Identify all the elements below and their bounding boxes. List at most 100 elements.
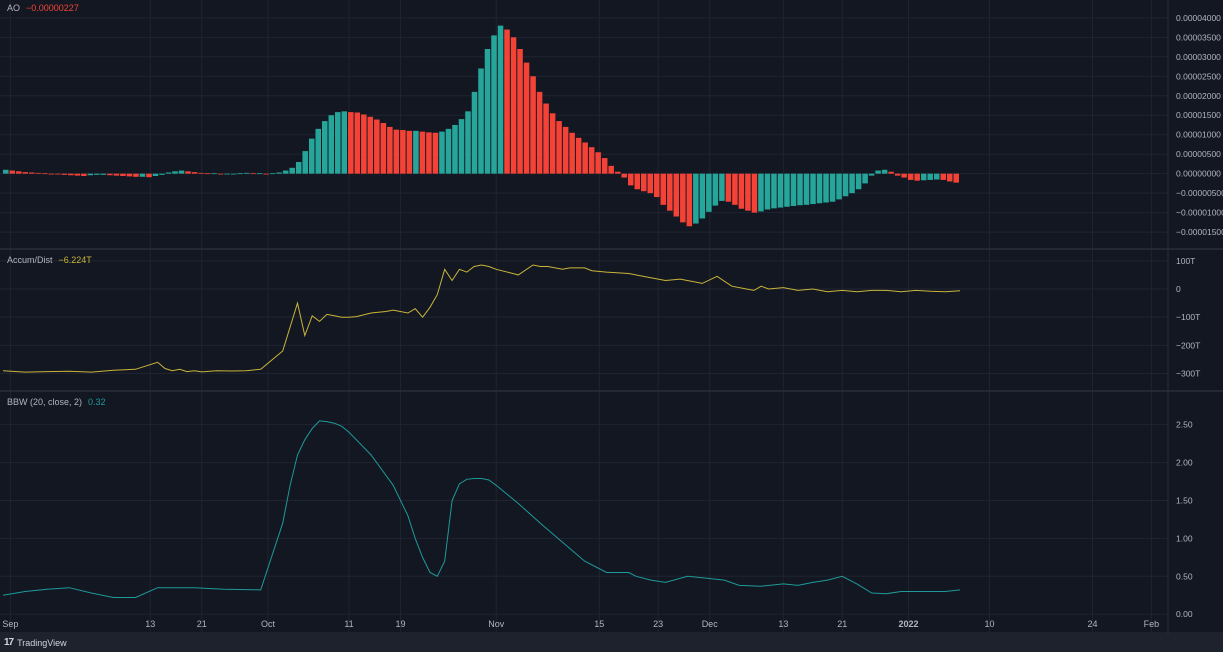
accum-dist-legend-title: Accum/Dist bbox=[7, 255, 53, 265]
ao-bar bbox=[308, 138, 315, 174]
ao-bar bbox=[74, 173, 81, 176]
price-scale[interactable]: 0.00004000 0.00003500 0.00003000 0.00002500… bbox=[1176, 13, 1223, 619]
ao-bar bbox=[380, 123, 387, 174]
ao-bar bbox=[614, 171, 621, 174]
x-tick-label: 24 bbox=[1087, 619, 1097, 629]
ao-legend-title: AO bbox=[7, 3, 21, 13]
ao-bar bbox=[556, 121, 562, 174]
ao-bar bbox=[465, 111, 471, 174]
bbw-legend[interactable]: BBW (20, close, 2) 0.32 bbox=[7, 397, 106, 407]
ao-bar bbox=[641, 173, 647, 192]
ao-bar bbox=[237, 173, 243, 175]
ao-bar bbox=[35, 172, 42, 174]
x-tick-label: Feb bbox=[1144, 619, 1160, 629]
ao-bar bbox=[784, 173, 790, 207]
y-tick-label: 1.00 bbox=[1176, 533, 1193, 543]
ao-bar bbox=[328, 115, 335, 174]
ao-bar bbox=[302, 151, 308, 174]
y-tick-label: −0.00000500 bbox=[1176, 188, 1223, 198]
ao-bar bbox=[87, 173, 94, 176]
ao-bar bbox=[22, 172, 29, 174]
ao-bar bbox=[426, 132, 432, 174]
ao-bar bbox=[627, 173, 634, 186]
ao-bar bbox=[159, 173, 165, 175]
ao-bar bbox=[725, 173, 732, 202]
accum-dist-series bbox=[2, 264, 961, 373]
ao-bar bbox=[693, 173, 699, 224]
ao-bar bbox=[361, 114, 367, 174]
ao-bar bbox=[582, 142, 588, 174]
y-tick-label: −100T bbox=[1176, 312, 1200, 322]
ao-bar bbox=[868, 173, 875, 176]
ao-bar bbox=[491, 35, 497, 174]
ao-bar bbox=[712, 173, 719, 206]
ao-bar bbox=[699, 173, 706, 219]
ao-bar bbox=[914, 173, 920, 181]
ao-bar bbox=[185, 171, 191, 174]
y-tick-label: 2.50 bbox=[1176, 420, 1193, 430]
ao-bar bbox=[256, 173, 263, 175]
ao-bar bbox=[452, 124, 458, 174]
chart-canvas[interactable]: 0.00004000 0.00003500 0.00003000 0.00002500… bbox=[0, 0, 1223, 634]
ao-legend-value: −0.00000227 bbox=[26, 3, 79, 13]
pane-separators[interactable] bbox=[0, 0, 1223, 634]
ao-bar bbox=[198, 172, 204, 174]
x-tick-label: 10 bbox=[984, 619, 994, 629]
time-scale[interactable]: Sep 13 21 Oct 11 19 Nov 15 23 Dec 13 21 2022 10 24 Feb bbox=[2, 619, 1159, 629]
ao-bar bbox=[250, 173, 256, 175]
y-tick-label: 2.00 bbox=[1176, 458, 1193, 468]
x-tick-label: 13 bbox=[778, 619, 788, 629]
tradingview-brand[interactable]: 17 TradingView bbox=[4, 637, 67, 648]
ao-bar bbox=[875, 170, 881, 174]
ao-bar bbox=[68, 173, 74, 176]
ao-bar bbox=[823, 173, 829, 203]
y-tick-label: 0.00 bbox=[1176, 609, 1193, 619]
ao-bar bbox=[282, 170, 289, 174]
x-tick-label: Oct bbox=[261, 619, 276, 629]
ao-bar bbox=[3, 169, 9, 174]
y-tick-label: 0.50 bbox=[1176, 571, 1193, 581]
ao-bar bbox=[686, 173, 693, 227]
ao-bar bbox=[777, 173, 784, 208]
y-tick-label: 0.00003000 bbox=[1176, 52, 1221, 62]
accum-dist-legend-value: −6.224T bbox=[58, 255, 92, 265]
y-tick-label: −200T bbox=[1176, 340, 1200, 350]
y-tick-label: 0.00002500 bbox=[1176, 71, 1221, 81]
ao-bar bbox=[803, 173, 810, 205]
ao-bar bbox=[764, 173, 771, 210]
ao-bar bbox=[790, 173, 797, 207]
ao-bar bbox=[16, 171, 22, 174]
tradingview-logo-icon: 17 bbox=[4, 637, 14, 648]
y-tick-label: 0.00001500 bbox=[1176, 110, 1221, 120]
ao-bar bbox=[706, 173, 712, 212]
ao-bar bbox=[139, 173, 146, 177]
y-tick-label: 0.00001000 bbox=[1176, 130, 1221, 140]
ao-bar bbox=[523, 62, 530, 174]
ao-legend[interactable]: AO −0.00000227 bbox=[7, 3, 79, 13]
x-tick-label: 21 bbox=[837, 619, 847, 629]
ao-bar bbox=[530, 76, 536, 174]
footer-bar: 17 TradingView bbox=[0, 634, 1223, 652]
ao-bar bbox=[165, 172, 172, 174]
ao-bar bbox=[276, 172, 282, 174]
ao-bar bbox=[510, 37, 517, 174]
y-tick-label: 0.00000500 bbox=[1176, 149, 1221, 159]
ao-bar bbox=[738, 173, 745, 209]
ao-bar bbox=[862, 173, 868, 184]
x-tick-label: 13 bbox=[145, 619, 155, 629]
ao-bar bbox=[588, 147, 595, 174]
accum-dist-legend[interactable]: Accum/Dist −6.224T bbox=[7, 255, 92, 265]
y-tick-label: −0.00001000 bbox=[1176, 208, 1223, 218]
ao-bar bbox=[797, 173, 803, 206]
ao-histogram bbox=[3, 25, 959, 227]
ao-bar bbox=[667, 173, 673, 211]
ao-bar bbox=[113, 173, 120, 176]
ao-bar bbox=[933, 173, 940, 180]
ao-bar bbox=[191, 172, 198, 174]
ao-bar bbox=[816, 173, 823, 204]
ao-bar bbox=[9, 170, 16, 174]
bbw-legend-title: BBW (20, close, 2) bbox=[7, 397, 83, 407]
ao-bar bbox=[445, 128, 452, 174]
ao-bar bbox=[595, 152, 601, 174]
ao-bar bbox=[634, 173, 640, 190]
